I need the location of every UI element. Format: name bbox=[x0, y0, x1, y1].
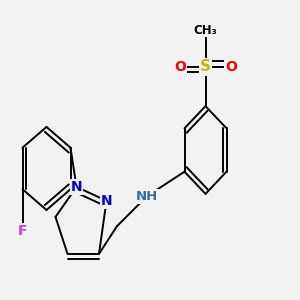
Text: N: N bbox=[71, 180, 82, 194]
Text: CH₃: CH₃ bbox=[194, 23, 218, 37]
Text: S: S bbox=[200, 59, 211, 74]
Text: NH: NH bbox=[136, 190, 158, 203]
Text: N: N bbox=[101, 194, 112, 208]
Text: F: F bbox=[18, 224, 27, 238]
Text: O: O bbox=[225, 60, 237, 74]
Text: O: O bbox=[174, 60, 186, 74]
